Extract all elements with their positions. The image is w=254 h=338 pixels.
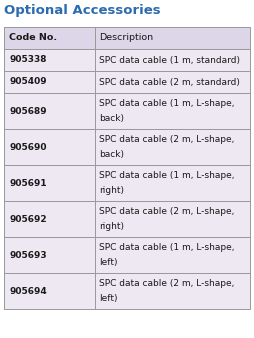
Text: SPC data cable (2 m, L-shape,: SPC data cable (2 m, L-shape,: [99, 207, 234, 216]
Text: 905691: 905691: [9, 178, 47, 188]
Bar: [95, 237, 250, 273]
Text: 905338: 905338: [9, 55, 46, 65]
Text: 905409: 905409: [9, 77, 47, 87]
Text: left): left): [99, 259, 118, 267]
Bar: [95, 71, 250, 93]
Text: left): left): [99, 294, 118, 304]
Bar: [4, 129, 95, 165]
Bar: [4, 165, 95, 201]
Bar: [4, 27, 95, 49]
Text: SPC data cable (2 m, standard): SPC data cable (2 m, standard): [99, 77, 240, 87]
Text: 905694: 905694: [9, 287, 47, 295]
Bar: [95, 49, 250, 71]
Text: right): right): [99, 222, 124, 232]
Text: back): back): [99, 150, 124, 160]
Text: SPC data cable (2 m, L-shape,: SPC data cable (2 m, L-shape,: [99, 135, 234, 144]
Bar: [4, 201, 95, 237]
Text: 905693: 905693: [9, 250, 47, 260]
Text: 905690: 905690: [9, 143, 46, 151]
Text: SPC data cable (1 m, L-shape,: SPC data cable (1 m, L-shape,: [99, 99, 234, 107]
Text: right): right): [99, 187, 124, 195]
Bar: [4, 93, 95, 129]
Text: 905689: 905689: [9, 106, 47, 116]
Bar: [95, 27, 250, 49]
Bar: [95, 129, 250, 165]
Text: 905692: 905692: [9, 215, 47, 223]
Bar: [4, 49, 95, 71]
Text: Description: Description: [99, 33, 153, 43]
Bar: [95, 273, 250, 309]
Text: back): back): [99, 115, 124, 123]
Bar: [95, 93, 250, 129]
Text: Optional Accessories: Optional Accessories: [4, 4, 161, 17]
Text: SPC data cable (1 m, standard): SPC data cable (1 m, standard): [99, 55, 240, 65]
Bar: [4, 71, 95, 93]
Text: SPC data cable (1 m, L-shape,: SPC data cable (1 m, L-shape,: [99, 243, 234, 251]
Bar: [95, 201, 250, 237]
Bar: [95, 165, 250, 201]
Text: SPC data cable (2 m, L-shape,: SPC data cable (2 m, L-shape,: [99, 279, 234, 288]
Text: Code No.: Code No.: [9, 33, 57, 43]
Bar: [4, 273, 95, 309]
Text: SPC data cable (1 m, L-shape,: SPC data cable (1 m, L-shape,: [99, 171, 234, 179]
Bar: [4, 237, 95, 273]
